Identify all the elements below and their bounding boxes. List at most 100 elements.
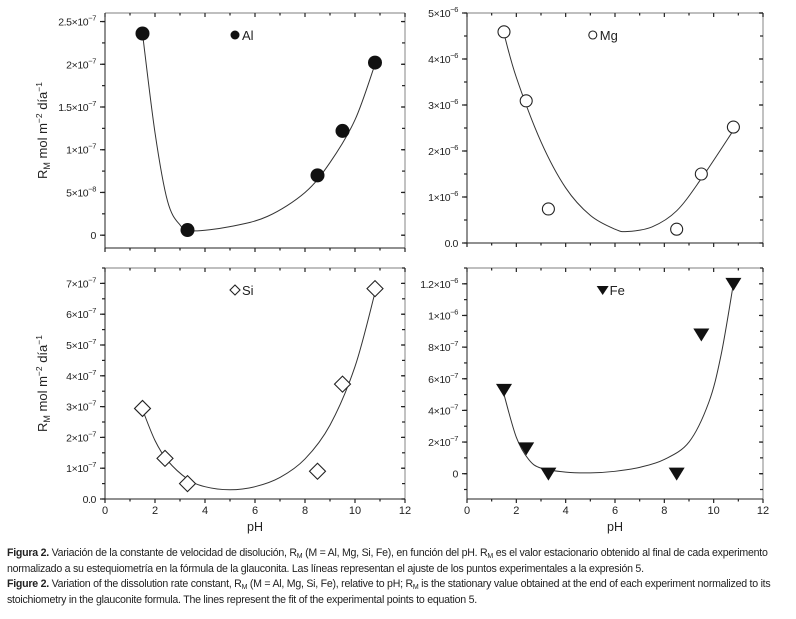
y-tick-mantissa: 0.0 xyxy=(83,494,97,506)
y-tick-label: 0 xyxy=(453,469,459,481)
caption-text: es el valor estacionario obtenido al fin… xyxy=(7,547,768,575)
data-point xyxy=(333,375,352,393)
y-tick-exponent: −7 xyxy=(88,460,96,469)
y-tick-label: 1.2×10−6 xyxy=(420,276,458,291)
x-axis-label: pH xyxy=(607,520,623,534)
fit-curve xyxy=(503,283,734,474)
y-tick-label: 0.0 xyxy=(83,494,97,506)
y-tick-label: 7×10−7 xyxy=(66,275,96,290)
x-tick-label: 12 xyxy=(399,505,411,517)
data-point xyxy=(693,328,710,342)
y-tick-label: 2.5×10−7 xyxy=(58,14,96,29)
y-tick-label: 1×10−6 xyxy=(428,189,458,204)
y-tick-exponent: −6 xyxy=(450,97,458,106)
y-tick-label: 1×10−7 xyxy=(66,460,96,475)
legend-marker xyxy=(596,286,609,295)
y-tick-exponent: −7 xyxy=(88,399,96,408)
caption-text: Variación de la constante de velocidad d… xyxy=(48,547,297,559)
data-point xyxy=(366,279,384,298)
y-tick-mantissa: 1×10 xyxy=(66,145,89,157)
x-tick-label: 8 xyxy=(661,505,667,517)
y-tick-label: 3×10−6 xyxy=(428,97,458,112)
y-tick-mantissa: 4×10 xyxy=(428,405,451,417)
y-tick-label: 8×10−7 xyxy=(428,339,458,354)
y-tick-mantissa: 7×10 xyxy=(66,278,89,290)
y-tick-exponent: −6 xyxy=(450,5,458,14)
y-tick-label: 2×10−6 xyxy=(428,143,458,158)
y-tick-exponent: −7 xyxy=(450,402,458,411)
y-axis-label: RM mol m−2 día−1 xyxy=(34,82,52,179)
panel-si: 0 2 4 6 8 10 12pH0.01×10−72×10−73×10−74×10−75×… xyxy=(34,267,411,534)
y-tick-mantissa: 0.0 xyxy=(445,238,459,250)
y-tick-exponent: −7 xyxy=(88,429,96,438)
y-tick-label: 3×10−7 xyxy=(66,399,96,414)
data-point xyxy=(519,94,533,108)
y-tick-mantissa: 4×10 xyxy=(66,371,89,383)
y-tick-label: 0 xyxy=(91,230,97,242)
x-tick-label: 12 xyxy=(757,505,769,517)
y-label-sub: M xyxy=(42,415,52,423)
data-point xyxy=(725,277,742,291)
y-tick-label: 4×10−7 xyxy=(66,368,96,383)
y-tick-label: 1×10−6 xyxy=(428,307,458,322)
caption-label: Figure 2. xyxy=(7,578,49,591)
y-tick-mantissa: 2×10 xyxy=(66,59,89,71)
y-tick-mantissa: 1×10 xyxy=(428,310,451,322)
fit-curve xyxy=(142,292,376,491)
y-tick-mantissa: 2×10 xyxy=(428,146,451,158)
data-point xyxy=(133,399,152,418)
caption-english: Figure 2. Variation of the dissolution r… xyxy=(7,577,791,608)
y-tick-mantissa: 1.2×10 xyxy=(420,279,451,291)
y-tick-label: 4×10−6 xyxy=(428,51,458,66)
x-tick-label: 6 xyxy=(252,505,258,517)
caption-text: (M = Al, Mg, Si, Fe), relative to pH; R xyxy=(247,578,413,591)
y-tick-label: 4×10−7 xyxy=(428,402,458,417)
y-tick-exponent: −7 xyxy=(88,275,96,284)
data-point xyxy=(541,202,555,216)
y-tick-mantissa: 3×10 xyxy=(428,100,451,112)
caption-text: (M = Al, Mg, Si, Fe), en función del pH.… xyxy=(302,547,488,559)
legend: Al xyxy=(230,28,254,43)
fit-curve xyxy=(503,33,734,233)
legend: Si xyxy=(229,283,254,298)
y-tick-exponent: −7 xyxy=(450,434,458,443)
y-tick-exponent: −6 xyxy=(450,307,458,316)
y-label-main: R xyxy=(35,423,50,432)
y-tick-mantissa: 0 xyxy=(453,469,459,481)
y-tick-exponent: −7 xyxy=(88,368,96,377)
y-label-sup: −2 xyxy=(34,366,44,376)
caption-subscript: M xyxy=(487,553,493,560)
x-tick-label: 6 xyxy=(612,505,618,517)
y-tick-exponent: −7 xyxy=(88,14,96,23)
y-tick-label: 2×10−7 xyxy=(66,429,96,444)
data-point xyxy=(335,123,350,138)
caption-subscript: M xyxy=(412,584,419,592)
x-tick-label: 2 xyxy=(152,505,158,517)
legend: Mg xyxy=(588,28,618,43)
y-label-sub: M xyxy=(42,162,52,170)
y-tick-mantissa: 3×10 xyxy=(66,402,89,414)
y-tick-label: 0.0 xyxy=(445,238,459,250)
caption-text: Variation of the dissolution rate consta… xyxy=(48,578,242,591)
panel-fe: 0 2 4 6 8 10 12pH02×10−74×10−76×10−78×10−71×10… xyxy=(420,267,769,534)
x-tick-label: 4 xyxy=(202,505,208,517)
data-point xyxy=(496,383,512,397)
x-tick-label: 0 xyxy=(464,505,470,517)
y-label-sup: −1 xyxy=(34,82,44,92)
y-label-text: mol m xyxy=(35,376,50,415)
y-tick-exponent: −6 xyxy=(450,51,458,60)
y-axis-label: RM mol m−2 día−1 xyxy=(34,335,52,432)
y-tick-mantissa: 0 xyxy=(91,230,97,242)
data-point xyxy=(726,120,740,134)
y-tick-mantissa: 2.5×10 xyxy=(58,17,89,29)
y-label-sup: −2 xyxy=(34,113,44,123)
y-label-text: día xyxy=(35,91,50,113)
y-tick-exponent: −7 xyxy=(88,306,96,315)
y-tick-exponent: −6 xyxy=(450,143,458,152)
y-tick-mantissa: 1×10 xyxy=(66,463,89,475)
y-tick-mantissa: 5×10 xyxy=(428,8,451,20)
y-tick-mantissa: 6×10 xyxy=(66,309,89,321)
y-tick-exponent: −7 xyxy=(88,337,96,346)
x-axis-label: pH xyxy=(247,520,263,534)
y-label-main: R xyxy=(35,170,50,179)
